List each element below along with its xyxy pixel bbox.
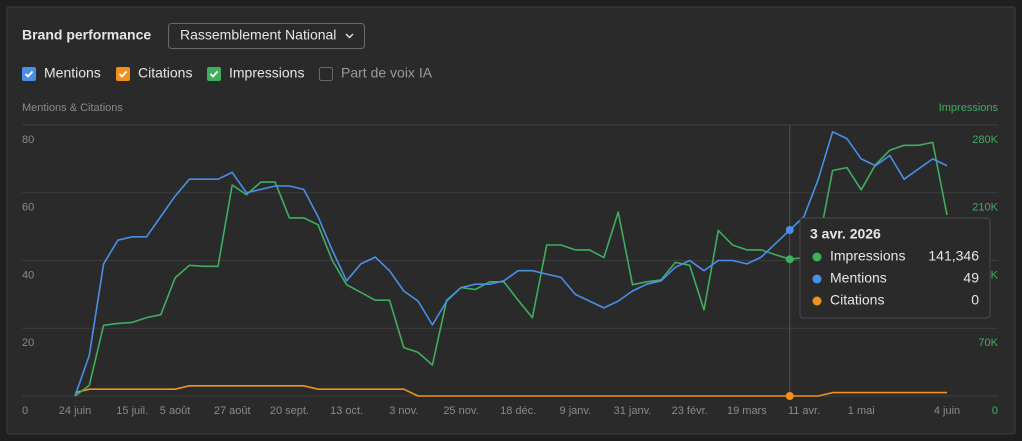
tooltip — [799, 217, 991, 319]
y2-axis-title: Impressions — [939, 102, 999, 114]
series-toggle[interactable] — [116, 67, 130, 81]
x-tick-label: 5 août — [160, 405, 191, 417]
toggle-label[interactable]: Part de voix IA — [341, 65, 433, 81]
series-toggle-label[interactable]: Impressions — [229, 65, 304, 81]
x-tick-label: 27 août — [214, 405, 251, 417]
y-tick-label: 0 — [22, 405, 28, 417]
hover-dot — [785, 226, 794, 235]
tooltip-value: 49 — [963, 270, 979, 286]
series-toggle[interactable] — [207, 67, 221, 81]
hover-dot — [785, 392, 794, 400]
y-tick-label: 60 — [22, 202, 34, 214]
tooltip-name: Mentions — [830, 270, 887, 286]
panel-title: Brand performance — [22, 27, 151, 43]
y2-tick-label: 210K — [972, 202, 998, 214]
x-tick-label: 25 nov. — [443, 405, 478, 417]
series-toggle-label[interactable]: Mentions — [44, 65, 101, 81]
x-tick-label: 24 juin — [59, 405, 91, 417]
dropdown[interactable] — [168, 23, 365, 49]
tooltip-dot — [812, 274, 822, 284]
series-line — [74, 385, 947, 397]
y2-tick-label: 280K — [972, 134, 998, 146]
tooltip-value: 141,346 — [928, 248, 979, 264]
dropdown-chevron — [345, 33, 354, 39]
tooltip-name: Citations — [830, 292, 884, 308]
x-tick-label: 9 janv. — [560, 405, 592, 417]
x-tick-label: 4 juin — [934, 405, 960, 417]
y2-tick-label: 0 — [992, 405, 998, 417]
hover-dot — [785, 255, 794, 264]
x-tick-label: 20 sept. — [270, 405, 309, 417]
dropdown-label[interactable]: Rassemblement National — [180, 27, 336, 43]
toggle[interactable] — [319, 67, 333, 81]
series-toggle-check[interactable] — [209, 70, 219, 78]
series-toggle[interactable] — [22, 67, 36, 81]
x-tick-label: 13 oct. — [330, 405, 363, 417]
x-tick-label: 18 déc. — [500, 405, 536, 417]
series-toggle-check[interactable] — [118, 70, 128, 78]
x-tick-label: 23 févr. — [672, 405, 708, 417]
x-tick-label: 1 mai — [848, 405, 875, 417]
series-toggle-check[interactable] — [24, 70, 34, 78]
tooltip-value: 0 — [971, 292, 979, 308]
x-tick-label: 31 janv. — [614, 405, 652, 417]
panel — [6, 6, 1016, 435]
x-tick-label: 19 mars — [727, 405, 767, 417]
x-tick-label: 15 juil. — [116, 405, 148, 417]
y2-tick-label: 70K — [978, 337, 998, 349]
x-tick-label: 3 nov. — [389, 405, 418, 417]
y-tick-label: 40 — [22, 269, 34, 281]
tooltip-dot — [812, 296, 822, 306]
y-axis-title: Mentions & Citations — [22, 102, 123, 114]
tooltip-dot — [812, 252, 822, 262]
y-tick-label: 80 — [22, 134, 34, 146]
y-tick-label: 20 — [22, 337, 34, 349]
tooltip-title: 3 avr. 2026 — [810, 226, 881, 242]
x-tick-label: 11 avr. — [788, 405, 820, 417]
tooltip-name: Impressions — [830, 248, 905, 264]
series-toggle-label[interactable]: Citations — [138, 65, 192, 81]
